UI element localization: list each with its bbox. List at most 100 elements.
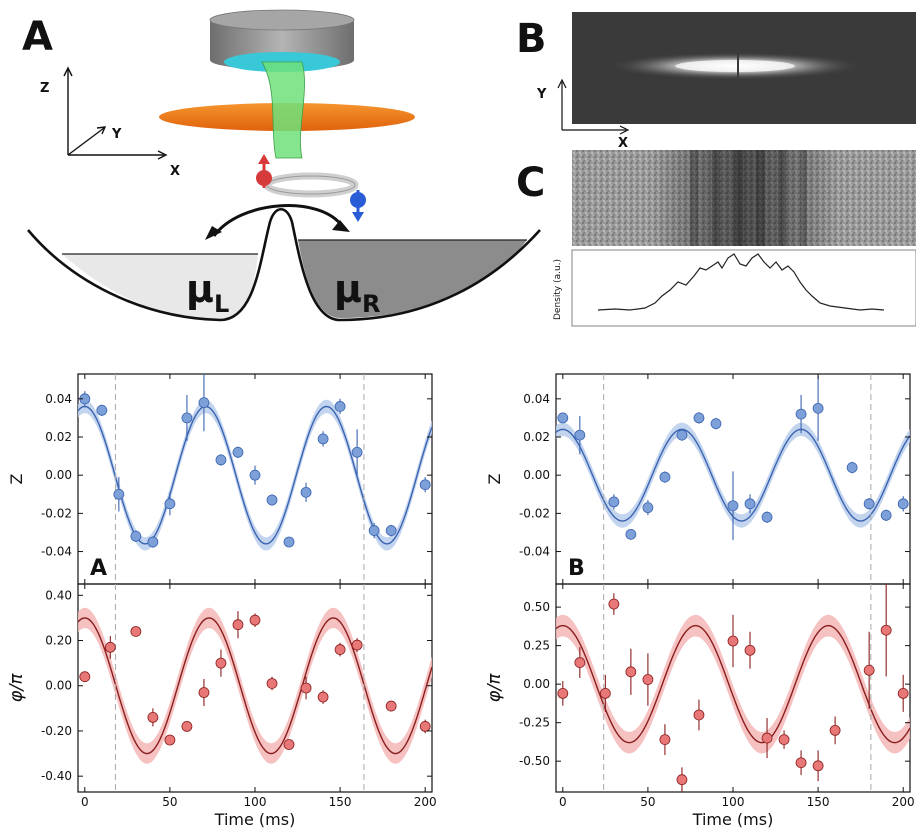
panel-b-label: B: [516, 16, 547, 62]
interference-fringes: [690, 150, 807, 246]
data-point: [215, 657, 227, 669]
data-point: [215, 454, 227, 466]
y-tick-label: -0.40: [41, 769, 72, 783]
data-point: [232, 446, 244, 458]
y-tick-label: -0.02: [519, 506, 550, 520]
data-point: [642, 674, 654, 685]
data-point: [351, 639, 363, 651]
mu-right-label: μR: [334, 267, 380, 318]
data-point: [198, 397, 210, 409]
well-right: [298, 240, 527, 318]
bottom-panel-b-label: B: [568, 556, 585, 581]
plot-area: [78, 584, 432, 792]
y-tick-label: 0.02: [45, 430, 72, 444]
data-point: [812, 402, 824, 414]
data-point: [659, 471, 671, 483]
fit-curve: [556, 624, 910, 744]
y-tick-label: -0.04: [41, 545, 72, 559]
bottom-panel-a-label: A: [90, 556, 107, 581]
data-point: [812, 760, 824, 772]
y-tick-label: -0.02: [41, 506, 72, 520]
y-tick-label: 0.00: [45, 468, 72, 482]
y-tick-label: -0.50: [519, 754, 550, 768]
panel-b-axes: [557, 78, 630, 135]
spin-up-red-icon: [256, 154, 272, 188]
y-axis-label: φ/π: [484, 672, 505, 702]
y-tick-label: 0.40: [45, 588, 72, 602]
data-point: [96, 404, 108, 416]
data-point: [897, 498, 909, 510]
y-tick-label: 0.20: [45, 634, 72, 648]
data-point: [249, 614, 261, 626]
plot-area: [556, 374, 910, 584]
data-point: [778, 734, 790, 746]
x-axis-label: Time (ms): [214, 810, 296, 829]
well-left: [62, 254, 258, 320]
mu-left-label: μL: [186, 267, 229, 318]
y-tick-label: 0.00: [523, 468, 550, 482]
x-tick-label: 200: [892, 795, 915, 809]
oscillation-charts: 0.04 0.02 0.00 -0.02 -0.04 Z 0.40 0.20 0.00 -0.20…: [6, 373, 915, 829]
data-point: [676, 774, 688, 786]
data-point: [181, 721, 193, 732]
data-point: [557, 687, 569, 699]
data-point: [863, 498, 875, 510]
data-point: [283, 536, 295, 548]
data-point: [676, 429, 688, 441]
x-tick-label: 0: [81, 795, 89, 809]
data-point: [147, 536, 159, 548]
data-point: [727, 635, 739, 647]
data-point: [761, 732, 773, 744]
data-point: [300, 486, 312, 498]
data-point: [334, 401, 346, 412]
data-point: [574, 657, 586, 668]
data-point: [181, 412, 193, 424]
axis-z-label: Z: [40, 81, 49, 96]
y-tick-label: 0.00: [523, 677, 550, 691]
y-tick-label: -0.25: [519, 716, 550, 730]
data-point: [130, 626, 142, 637]
data-point: [283, 739, 295, 750]
spin-down-blue-icon: [350, 190, 366, 222]
data-point: [693, 412, 705, 424]
data-point: [863, 664, 875, 676]
chart-b-phi: 0.50 0.25 0.00 -0.25 -0.50 0 50 100 150 200 φ/π Tim…: [484, 583, 915, 829]
data-point: [625, 528, 637, 540]
data-point: [164, 734, 176, 746]
axis-y-label: Y: [111, 127, 122, 142]
data-point: [249, 469, 261, 481]
tunneling-arrow-icon: [205, 204, 350, 240]
data-point: [113, 488, 125, 500]
density-axis-label: Density (a.u.): [553, 259, 563, 320]
image-panel-c: C Density (a.u.): [516, 150, 916, 327]
data-point: [130, 530, 142, 542]
y-tick-label: -0.04: [519, 545, 550, 559]
data-point: [164, 498, 176, 510]
chart-a-z: 0.04 0.02 0.00 -0.02 -0.04 Z: [7, 373, 433, 585]
data-point: [79, 671, 91, 683]
x-tick-label: 200: [414, 795, 437, 809]
data-point: [744, 644, 756, 656]
data-point: [198, 687, 210, 698]
y-tick-label: 0.50: [523, 600, 550, 614]
data-point: [625, 666, 637, 678]
data-point: [317, 691, 329, 703]
plot-area: [78, 374, 432, 584]
x-tick-label: 0: [559, 795, 567, 809]
data-point: [897, 687, 909, 699]
y-tick-label: 0.04: [45, 392, 72, 406]
y-axis-label: Z: [7, 473, 26, 484]
data-point: [574, 429, 586, 441]
data-point: [317, 433, 329, 445]
density-profile-curve: [597, 253, 885, 311]
y-tick-label: 0.02: [523, 430, 550, 444]
data-point: [761, 511, 773, 523]
fit-confidence-band: [556, 422, 910, 528]
y-tick-label: -0.20: [41, 724, 72, 738]
panel-c-label: C: [516, 160, 545, 206]
x-tick-label: 150: [329, 795, 352, 809]
data-point: [232, 619, 244, 631]
x-tick-label: 50: [162, 795, 177, 809]
data-point: [795, 757, 807, 769]
